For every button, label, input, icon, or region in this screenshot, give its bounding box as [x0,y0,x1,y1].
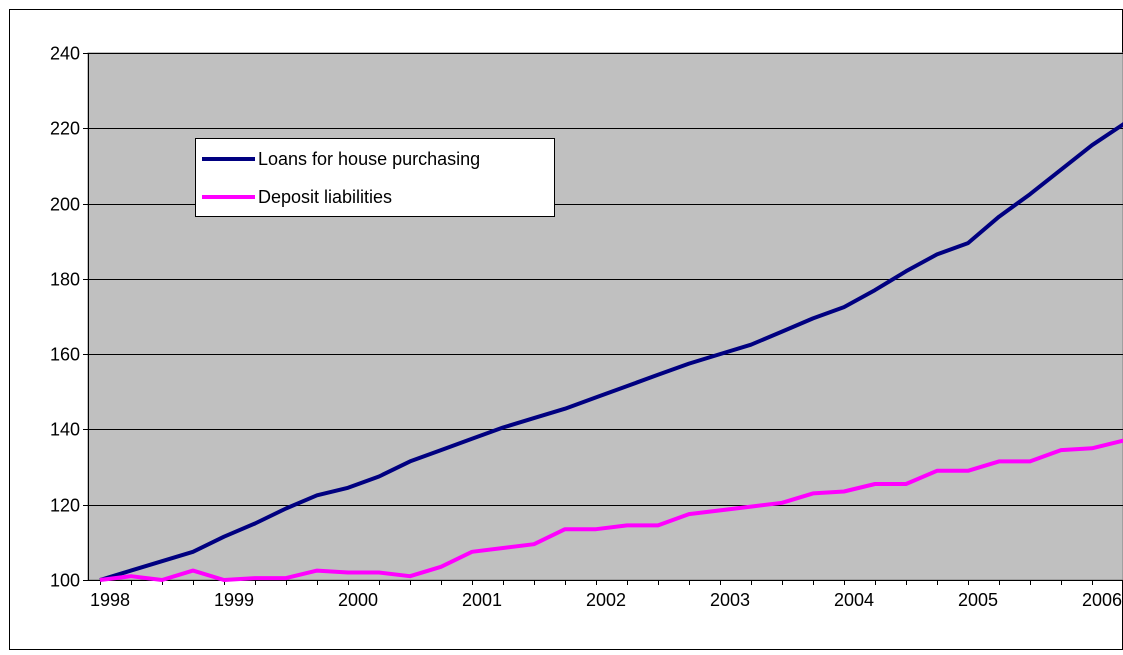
y-tick-label: 120 [50,496,80,516]
plot-area [87,52,1123,581]
x-tick-label: 2003 [710,590,750,610]
x-tick-label: 2006 [1082,590,1122,610]
y-tick-label: 220 [50,119,80,139]
legend-box [195,138,555,217]
y-tick-label: 240 [50,44,80,64]
x-tick-label: 1999 [214,590,254,610]
y-tick-label: 140 [50,420,80,440]
x-tick-label: 2002 [586,590,626,610]
x-tick-label: 2005 [958,590,998,610]
y-tick-label: 100 [50,571,80,591]
legend-label-deposits: Deposit liabilities [258,187,392,207]
series-line-loans [99,122,1123,582]
x-tick-label: 2004 [834,590,874,610]
x-tick-label: 2000 [338,590,378,610]
legend: Loans for house purchasing Deposit liabi… [195,138,555,217]
y-tick-label: 200 [50,195,80,215]
y-tick-label: 160 [50,345,80,365]
x-axis: 1998 1999 2000 2001 2002 2003 2004 2005 2006 [88,580,1123,610]
series-lines [99,122,1123,582]
x-tick-label: 2001 [462,590,502,610]
x-tick-label: 1998 [90,590,130,610]
y-axis: 100 120 140 160 180 200 220 240 [50,44,89,591]
series-line-deposits [99,438,1123,582]
y-tick-label: 180 [50,270,80,290]
legend-label-loans: Loans for house purchasing [258,149,480,169]
